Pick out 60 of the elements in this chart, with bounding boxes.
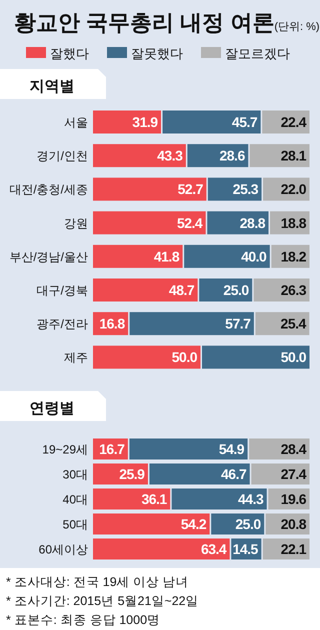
- data-label: 22.0: [280, 181, 307, 198]
- data-label: 28.4: [280, 441, 307, 457]
- y-tick-label: 대전/충청/세종: [9, 182, 88, 197]
- y-tick-label: 대구/경북: [36, 284, 88, 298]
- data-label: 45.7: [232, 114, 258, 130]
- y-tick-label: 19~29세: [42, 442, 88, 456]
- y-axis-title: 연령별: [30, 400, 74, 417]
- y-tick-label: 40대: [62, 492, 88, 506]
- data-label: 22.4: [280, 114, 307, 130]
- data-label: 25.9: [119, 466, 146, 482]
- data-label: 25.0: [235, 516, 262, 532]
- data-label: 40.0: [241, 248, 268, 264]
- data-label: 52.4: [176, 214, 203, 231]
- data-label: 25.3: [232, 181, 259, 198]
- data-label: 16.8: [99, 316, 126, 332]
- data-label: 54.9: [218, 441, 245, 457]
- data-label: 25.4: [280, 316, 306, 332]
- data-label: 54.2: [180, 516, 207, 532]
- data-label: 44.3: [238, 491, 264, 507]
- data-label: 43.3: [157, 148, 184, 164]
- text: * 표본수: 최종 응답 1000명: [6, 613, 160, 627]
- y-tick-label: 50대: [62, 518, 88, 532]
- y-tick-label: 경기/인천: [36, 149, 88, 164]
- data-label: 18.2: [280, 248, 307, 264]
- data-label: 28.1: [280, 148, 307, 164]
- data-label: 16.7: [99, 441, 126, 457]
- data-label: 19.6: [280, 491, 307, 507]
- data-label: 14.5: [232, 541, 259, 557]
- data-label: 50.0: [280, 349, 307, 366]
- data-label: 41.8: [154, 248, 180, 264]
- text: * 조사기간: 2015년 5월21일~22일: [6, 594, 199, 608]
- data-label: 63.4: [200, 541, 227, 557]
- data-label: 46.7: [221, 466, 247, 482]
- data-label: 26.3: [280, 282, 307, 298]
- y-tick-label: 30대: [62, 468, 88, 482]
- data-label: 25.0: [223, 282, 250, 298]
- legend-label: 잘못했다: [131, 46, 183, 61]
- data-label: 22.1: [280, 541, 307, 557]
- data-label: 27.4: [280, 466, 307, 482]
- data-label: 57.7: [225, 316, 252, 332]
- data-label: 31.9: [132, 114, 158, 130]
- y-tick-label: 광주/전라: [36, 317, 88, 332]
- data-label: 18.8: [280, 214, 307, 231]
- y-tick-label: 부산/경남/울산: [9, 250, 88, 264]
- y-tick-label: 강원: [64, 216, 88, 230]
- data-label: 28.6: [219, 148, 246, 164]
- data-label: 28.8: [240, 214, 266, 231]
- text: * 조사대상: 전국 19세 이상 남녀: [6, 575, 189, 589]
- data-label: 36.1: [141, 491, 168, 507]
- data-label: 20.8: [280, 516, 307, 532]
- y-tick-label: 60세이상: [38, 542, 88, 556]
- legend-label: 잘모르겠다: [225, 46, 290, 61]
- y-tick-label: 제주: [64, 350, 88, 365]
- data-label: 48.7: [168, 282, 195, 298]
- data-label: 52.7: [178, 181, 204, 198]
- chart-subtitle: (단위: %): [274, 21, 320, 33]
- data-label: 50.0: [172, 349, 198, 366]
- legend-label: 잘했다: [50, 46, 89, 61]
- y-tick-label: 서울: [64, 116, 88, 130]
- y-axis-title: 지역별: [30, 78, 74, 95]
